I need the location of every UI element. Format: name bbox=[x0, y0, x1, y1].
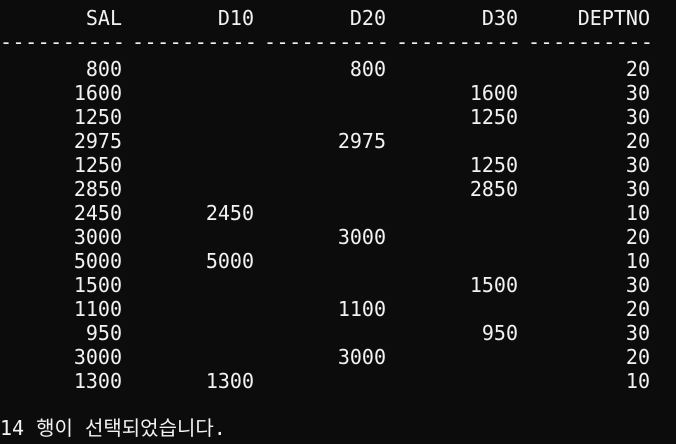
cell-deptno: 30 bbox=[625, 153, 650, 177]
cell-d20 bbox=[264, 81, 386, 105]
table-row: 2450 2450 10 bbox=[0, 201, 676, 225]
table-row: 1300 1300 10 bbox=[0, 369, 676, 393]
cell-d20 bbox=[264, 201, 386, 225]
cell-deptno: 20 bbox=[625, 297, 650, 321]
cell-deptno: 30 bbox=[625, 81, 650, 105]
cell-d30 bbox=[396, 201, 518, 225]
cell-d30 bbox=[396, 249, 518, 273]
cell-d20 bbox=[264, 177, 386, 201]
cell-d30 bbox=[396, 129, 518, 153]
cell-deptno: 30 bbox=[625, 273, 650, 297]
cell-d30 bbox=[396, 297, 518, 321]
cell-d30: 1500 bbox=[469, 273, 518, 297]
cell-d10 bbox=[132, 345, 254, 369]
cell-sal: 950 bbox=[85, 321, 122, 345]
table-row: 1250 1250 30 bbox=[0, 153, 676, 177]
cell-sal: 1250 bbox=[73, 105, 122, 129]
separator-row: ---------- ---------- ---------- -------… bbox=[0, 30, 676, 54]
cell-d10 bbox=[132, 177, 254, 201]
separator: ---------- bbox=[264, 30, 386, 54]
cell-d20: 3000 bbox=[337, 225, 386, 249]
cell-d10 bbox=[132, 105, 254, 129]
cell-sal: 1100 bbox=[73, 297, 122, 321]
cell-sal: 1500 bbox=[73, 273, 122, 297]
cell-d20 bbox=[264, 153, 386, 177]
table-row: 1600 1600 30 bbox=[0, 81, 676, 105]
cell-d10 bbox=[132, 153, 254, 177]
cell-d30: 1600 bbox=[469, 81, 518, 105]
cell-d20: 1100 bbox=[337, 297, 386, 321]
header-d20: D20 bbox=[349, 6, 386, 30]
header-sal: SAL bbox=[85, 6, 122, 30]
cell-deptno: 20 bbox=[625, 345, 650, 369]
rows-selected-message: 14 행이 선택되었습니다. bbox=[0, 416, 226, 440]
table-row: 3000 3000 20 bbox=[0, 225, 676, 249]
cell-sal: 1250 bbox=[73, 153, 122, 177]
separator: ---------- bbox=[0, 30, 122, 54]
cell-deptno: 10 bbox=[625, 249, 650, 273]
cell-d10: 2450 bbox=[205, 201, 254, 225]
cell-deptno: 30 bbox=[625, 177, 650, 201]
cell-sal: 3000 bbox=[73, 225, 122, 249]
cell-deptno: 20 bbox=[625, 129, 650, 153]
cell-sal: 5000 bbox=[73, 249, 122, 273]
cell-d20: 800 bbox=[349, 57, 386, 81]
cell-d20 bbox=[264, 105, 386, 129]
cell-d30: 2850 bbox=[469, 177, 518, 201]
cell-sal: 2975 bbox=[73, 129, 122, 153]
separator: ---------- bbox=[132, 30, 254, 54]
cell-sal: 800 bbox=[85, 57, 122, 81]
cell-deptno: 30 bbox=[625, 105, 650, 129]
cell-d10 bbox=[132, 321, 254, 345]
table-row: 800 800 20 bbox=[0, 57, 676, 81]
cell-d30 bbox=[396, 345, 518, 369]
table-row: 2850 2850 30 bbox=[0, 177, 676, 201]
cell-d10: 5000 bbox=[205, 249, 254, 273]
cell-deptno: 30 bbox=[625, 321, 650, 345]
cell-deptno: 20 bbox=[625, 57, 650, 81]
cell-d10 bbox=[132, 129, 254, 153]
cell-d10 bbox=[132, 297, 254, 321]
header-row: SAL D10 D20 D30 DEPTNO bbox=[0, 6, 676, 30]
table-row: 3000 3000 20 bbox=[0, 345, 676, 369]
cell-sal: 2450 bbox=[73, 201, 122, 225]
table-row: 1100 1100 20 bbox=[0, 297, 676, 321]
cell-deptno: 10 bbox=[625, 201, 650, 225]
cell-d20: 3000 bbox=[337, 345, 386, 369]
cell-sal: 1300 bbox=[73, 369, 122, 393]
cell-d30 bbox=[396, 369, 518, 393]
cell-d30: 950 bbox=[481, 321, 518, 345]
separator: ---------- bbox=[396, 30, 518, 54]
cell-d30 bbox=[396, 225, 518, 249]
table-row: 1500 1500 30 bbox=[0, 273, 676, 297]
cell-sal: 1600 bbox=[73, 81, 122, 105]
cell-d20 bbox=[264, 273, 386, 297]
table-row: 2975 2975 20 bbox=[0, 129, 676, 153]
cell-d20 bbox=[264, 321, 386, 345]
cell-d20 bbox=[264, 249, 386, 273]
table-row: 1250 1250 30 bbox=[0, 105, 676, 129]
cell-d10 bbox=[132, 81, 254, 105]
cell-d10 bbox=[132, 273, 254, 297]
table-row: 5000 5000 10 bbox=[0, 249, 676, 273]
cell-d20 bbox=[264, 369, 386, 393]
cell-sal: 3000 bbox=[73, 345, 122, 369]
cell-deptno: 10 bbox=[625, 369, 650, 393]
cell-d30: 1250 bbox=[469, 105, 518, 129]
header-deptno: DEPTNO bbox=[577, 6, 650, 30]
table-row: 950 950 30 bbox=[0, 321, 676, 345]
cell-d20: 2975 bbox=[337, 129, 386, 153]
cell-d10 bbox=[132, 57, 254, 81]
cell-d10: 1300 bbox=[205, 369, 254, 393]
header-d30: D30 bbox=[481, 6, 518, 30]
cell-deptno: 20 bbox=[625, 225, 650, 249]
header-d10: D10 bbox=[217, 6, 254, 30]
separator: ---------- bbox=[528, 30, 650, 54]
cell-d30: 1250 bbox=[469, 153, 518, 177]
cell-d10 bbox=[132, 225, 254, 249]
cell-sal: 2850 bbox=[73, 177, 122, 201]
cell-d30 bbox=[396, 57, 518, 81]
